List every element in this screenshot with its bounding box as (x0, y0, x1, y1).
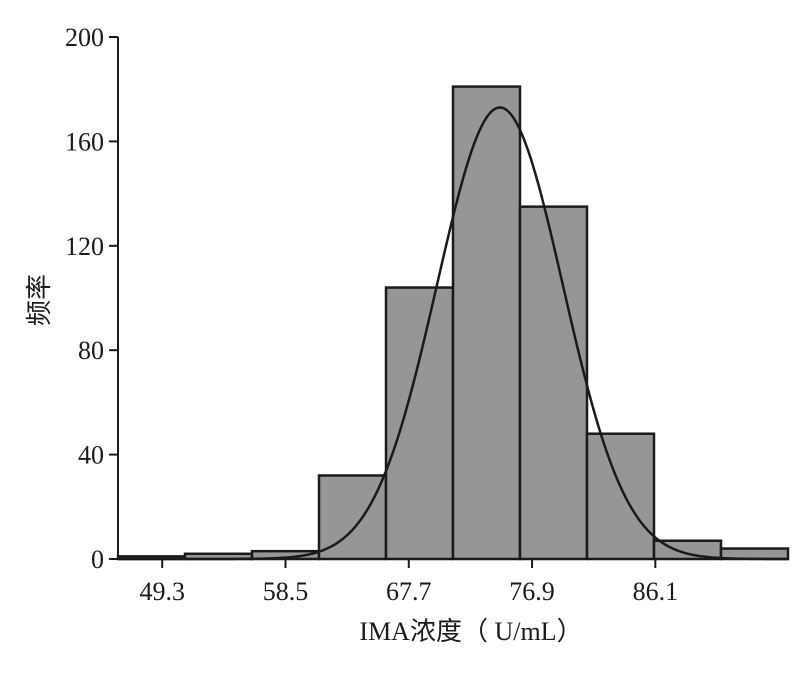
y-tick-label: 160 (65, 127, 104, 156)
histogram-bars (116, 85, 790, 561)
y-axis-title: 频率 (25, 274, 54, 326)
histogram-bar-8 (585, 432, 656, 561)
histogram-bar-5 (384, 286, 455, 561)
y-tick-label: 0 (91, 545, 104, 574)
x-tick-label: 86.1 (633, 577, 679, 606)
histogram-bar-7 (518, 205, 589, 561)
y-tick-label: 80 (78, 336, 104, 365)
x-axis-title: IMA浓度（ U/mL） (359, 617, 582, 646)
y-axis-ticks: 0 40 80 120 160 200 (65, 23, 118, 574)
histogram-bar-6 (451, 85, 522, 561)
y-tick-label: 40 (78, 441, 104, 470)
x-tick-label: 49.3 (139, 577, 185, 606)
x-tick-label: 76.9 (509, 577, 555, 606)
y-tick-label: 200 (65, 23, 104, 52)
y-tick-label: 120 (65, 232, 104, 261)
x-tick-label: 58.5 (263, 577, 309, 606)
x-axis-ticks: 49.3 58.5 67.7 76.9 86.1 (139, 559, 678, 606)
x-tick-label: 67.7 (386, 577, 432, 606)
